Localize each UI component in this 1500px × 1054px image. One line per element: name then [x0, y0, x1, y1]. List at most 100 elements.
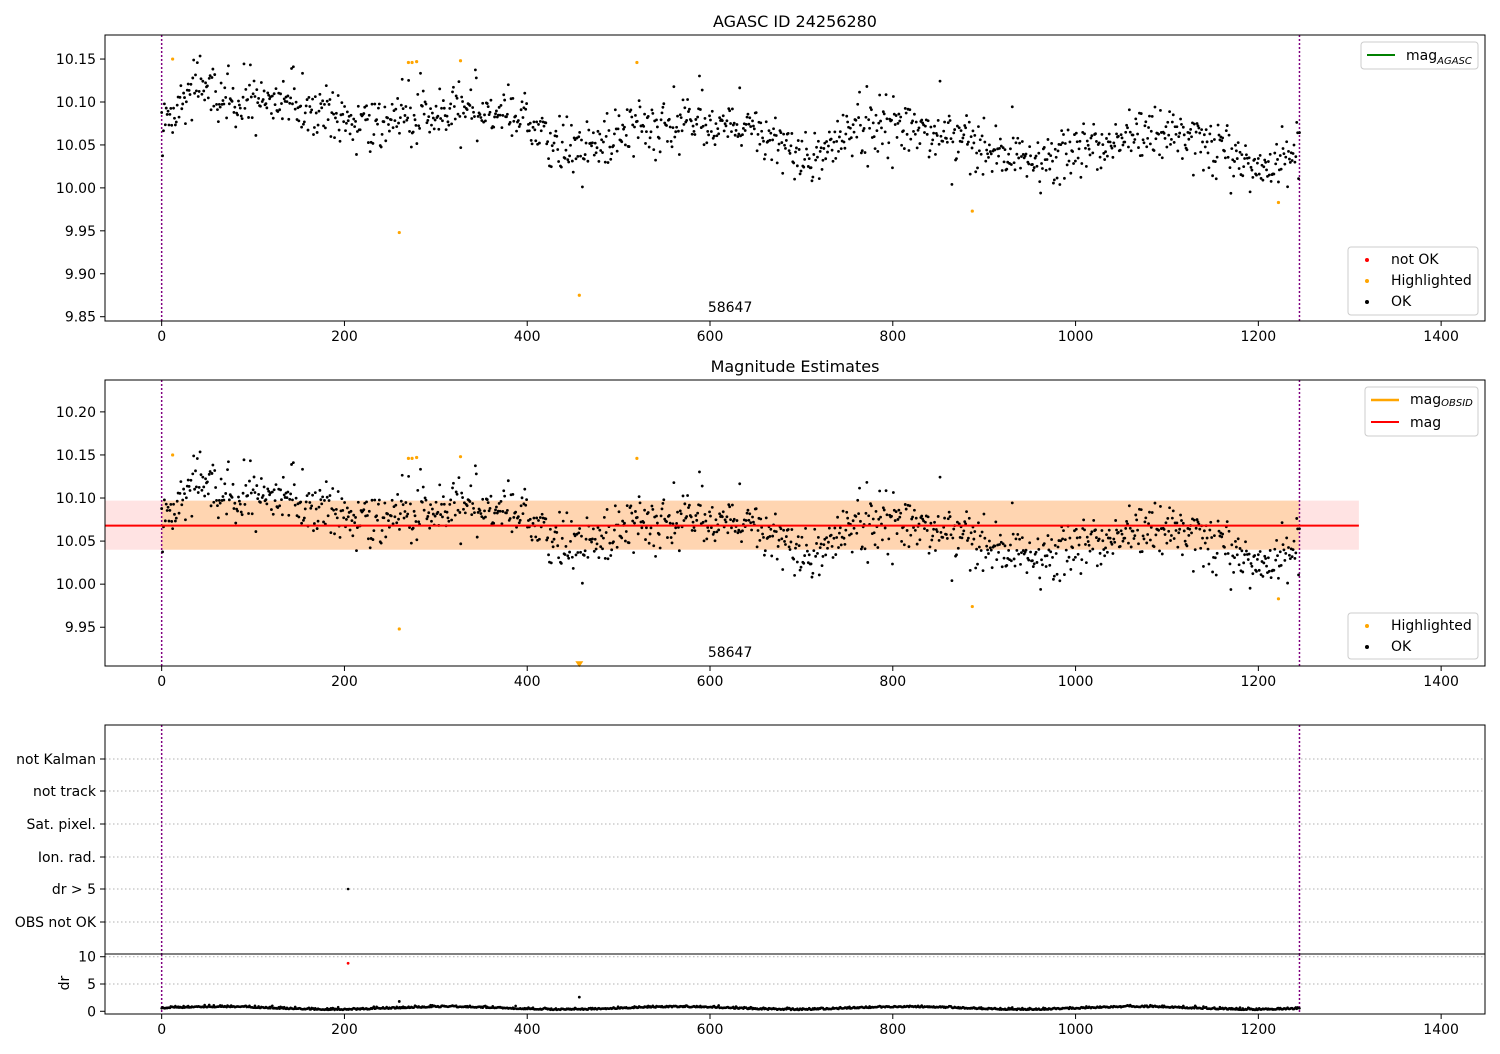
ok-point	[955, 157, 958, 161]
ok-point	[632, 155, 636, 158]
ok-point	[328, 494, 332, 497]
ok-point	[462, 507, 465, 511]
ok-point	[1282, 152, 1286, 156]
ok-point	[580, 185, 584, 189]
ok-point	[1152, 545, 1156, 549]
ok-point	[762, 139, 765, 143]
ok-point	[351, 534, 355, 538]
ok-point	[780, 537, 784, 541]
ok-point	[179, 480, 183, 484]
ok-point	[1062, 133, 1065, 136]
ok-point	[551, 545, 555, 549]
ok-point	[252, 475, 256, 479]
ok-point	[396, 493, 400, 496]
legend-label-ok: OK	[1391, 639, 1412, 655]
ok-point	[914, 120, 918, 124]
ok-point	[904, 507, 908, 511]
ok-point	[1248, 586, 1252, 590]
ok-point	[1088, 549, 1092, 553]
ok-point	[640, 130, 644, 133]
ok-point	[815, 145, 818, 149]
ok-point	[280, 102, 283, 105]
ok-point	[308, 105, 312, 108]
ok-point	[487, 113, 491, 117]
ok-point	[1010, 501, 1014, 505]
category-label: Sat. pixel.	[27, 817, 96, 833]
ok-point	[816, 155, 819, 159]
ok-point	[511, 492, 515, 496]
ok-point	[1106, 550, 1109, 554]
ok-point	[670, 145, 674, 149]
ok-point	[968, 568, 972, 572]
dr-point	[372, 1005, 376, 1009]
ok-point	[1013, 168, 1017, 172]
ok-point	[887, 141, 891, 145]
ok-point	[795, 146, 798, 150]
ok-point	[326, 118, 330, 122]
ok-point	[728, 505, 732, 509]
ok-point	[613, 504, 617, 508]
ok-point	[859, 151, 863, 155]
ok-point	[1199, 150, 1203, 154]
ok-point	[985, 544, 989, 548]
ok-point	[200, 488, 204, 492]
ok-point	[813, 527, 817, 531]
ok-point	[679, 116, 683, 120]
ok-point	[1144, 120, 1148, 124]
ok-point	[1232, 571, 1236, 574]
ok-point	[1014, 141, 1018, 145]
ok-point	[763, 157, 766, 161]
ok-point	[829, 533, 833, 537]
ok-point	[472, 110, 475, 114]
ok-point	[1132, 140, 1136, 144]
ok-point	[713, 143, 717, 147]
ok-point	[879, 119, 882, 123]
ok-point	[534, 535, 538, 539]
ok-point	[782, 528, 786, 532]
ok-point	[183, 492, 186, 495]
ok-point	[1202, 565, 1205, 568]
ok-point	[511, 96, 515, 100]
ok-point	[926, 119, 930, 123]
ok-point	[712, 134, 716, 138]
ok-point	[629, 108, 633, 112]
ok-point	[265, 106, 269, 110]
ok-point	[781, 171, 785, 175]
ok-point	[1192, 518, 1196, 522]
ok-point	[1049, 154, 1053, 158]
ok-point	[494, 508, 497, 512]
ok-point	[729, 518, 732, 521]
ok-point	[738, 482, 742, 486]
legend-label-not-ok: not OK	[1391, 252, 1439, 268]
ok-point	[914, 516, 918, 520]
ok-point	[259, 81, 263, 84]
ok-point	[795, 164, 799, 168]
ok-point	[1203, 145, 1207, 149]
ok-point	[503, 494, 507, 498]
ok-point	[613, 108, 617, 112]
ok-point	[977, 521, 980, 525]
ok-point	[1091, 151, 1095, 155]
ok-point	[848, 126, 852, 130]
ok-point	[334, 512, 337, 516]
ok-point	[764, 120, 768, 124]
ok-point	[423, 496, 427, 500]
ok-point	[1041, 167, 1044, 170]
ok-point	[1265, 168, 1268, 172]
ok-point	[790, 528, 794, 531]
ok-point	[966, 142, 969, 146]
ok-point	[916, 128, 920, 132]
ok-point	[425, 517, 429, 521]
ok-point	[314, 507, 318, 511]
ok-point	[205, 84, 209, 88]
ok-point	[811, 175, 815, 179]
ok-point	[452, 501, 456, 505]
ok-point	[745, 511, 749, 515]
ok-point	[307, 492, 311, 495]
ok-point	[1201, 536, 1204, 540]
ok-point	[313, 522, 316, 525]
ok-point	[956, 124, 959, 128]
ok-point	[1086, 143, 1090, 147]
ok-point	[1206, 547, 1210, 551]
ok-point	[1293, 160, 1297, 164]
